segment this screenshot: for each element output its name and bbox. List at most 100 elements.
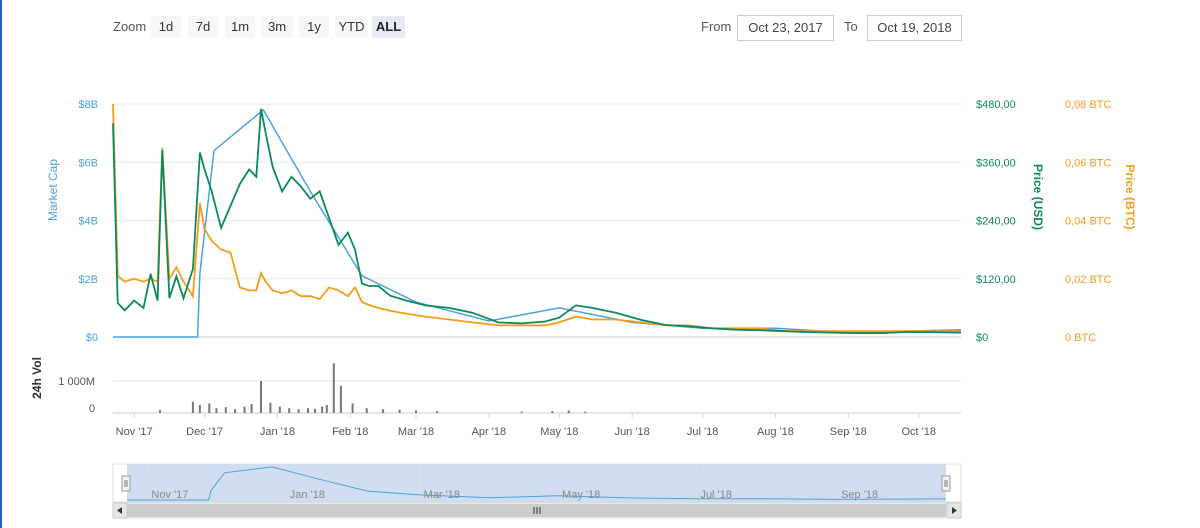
series-line-price-btc (112, 103, 961, 333)
zoom-label: Zoom (113, 19, 147, 34)
volume-bar (415, 410, 417, 413)
volume-bar (288, 408, 291, 413)
market-cap-tick-label: $0 (86, 332, 98, 344)
market-cap-tick-label: $6B (78, 157, 98, 169)
x-tick-label: May '18 (540, 426, 578, 438)
zoom-button-1y[interactable]: 1y (299, 16, 329, 38)
navigator[interactable]: Nov '17 Jan '18 Mar '18 May '18 Jul '18 Sep '… (112, 463, 962, 503)
price-usd-tick-label: $0 (976, 332, 988, 344)
series-line-market-cap (113, 108, 962, 338)
volume-axis-title: 24h Vol (30, 357, 44, 399)
volume-bar (339, 385, 342, 413)
series-line-price-usd (112, 108, 962, 334)
zoom-button-all[interactable]: ALL (372, 16, 405, 38)
price-btc-axis: 0,08 BTC 0,06 BTC 0,04 BTC 0,02 BTC 0 BTC (1065, 99, 1112, 344)
volume-bar (321, 406, 324, 413)
volume-bar (191, 401, 194, 413)
price-usd-axis-title: Price (USD) (1031, 164, 1045, 230)
volume-bar (198, 405, 201, 413)
volume-bars (159, 363, 587, 413)
price-btc-tick-label: 0 BTC (1065, 332, 1096, 344)
volume-bar (332, 363, 335, 413)
volume-tick-label: 1 000M (58, 376, 95, 388)
volume-bar (159, 410, 161, 413)
zoom-button-3m[interactable]: 3m (261, 16, 293, 38)
navigator-series-line (127, 466, 947, 501)
zoom-button-1m[interactable]: 1m (225, 16, 255, 38)
zoom-button-ytd[interactable]: YTD (335, 16, 368, 38)
volume-bar (260, 381, 262, 413)
x-tick-label: Oct '18 (901, 426, 936, 438)
price-usd-tick-label: $360,00 (976, 157, 1016, 169)
x-tick-label: Dec '17 (186, 426, 223, 438)
x-tick-label: Jun '18 (615, 426, 650, 438)
grid-lines (113, 103, 961, 414)
price-btc-tick-label: 0,04 BTC (1065, 216, 1112, 228)
x-tick-label: Sep '18 (830, 426, 867, 438)
volume-bar (208, 403, 211, 413)
to-label: To (844, 19, 858, 34)
from-date-input[interactable]: Oct 23, 2017 (737, 15, 834, 41)
volume-bar (436, 411, 439, 413)
x-tick-label: Aug '18 (757, 426, 794, 438)
volume-bar (224, 407, 227, 413)
volume-bar (307, 408, 309, 413)
navigator-tick-label: Mar '18 (424, 489, 460, 501)
navigator-tick-label: Nov '17 (151, 489, 188, 501)
volume-bar (520, 411, 523, 413)
volume-bar (351, 403, 354, 413)
volume-bar (584, 411, 587, 413)
price-usd-axis: $480,00 $360,00 $240,00 $120,00 $0 (976, 99, 1016, 344)
price-btc-tick-label: 0,02 BTC (1065, 274, 1112, 286)
volume-bar (314, 408, 316, 413)
navigator-selection[interactable] (127, 464, 946, 502)
x-tick-label: Nov '17 (116, 426, 153, 438)
market-cap-axis: $8B $6B $4B $2B $0 (78, 99, 98, 344)
volume-bar (234, 409, 237, 413)
volume-bar (297, 409, 300, 413)
volume-bar (278, 406, 281, 413)
navigator-tick-label: May '18 (562, 489, 600, 501)
volume-bar (365, 408, 368, 413)
volume-axis: 1 000M 0 (58, 376, 95, 415)
x-tick-label: Jan '18 (260, 426, 295, 438)
volume-bar (551, 411, 554, 413)
price-usd-tick-label: $480,00 (976, 99, 1016, 111)
x-tick-label: Mar '18 (398, 426, 434, 438)
volume-bar (398, 409, 401, 413)
navigator-handle-left[interactable] (121, 475, 131, 492)
range-selector: Zoom 1d 7d 1m 3m 1y YTD ALL From Oct 23,… (0, 0, 1200, 60)
price-usd-tick-label: $240,00 (976, 216, 1016, 228)
x-axis: Nov '17 Dec '17 Jan '18 Feb '18 Mar '18 Apr '… (116, 413, 936, 438)
window-edge (0, 0, 2, 528)
market-cap-tick-label: $4B (78, 216, 98, 228)
volume-bar (382, 409, 385, 413)
volume-bar (250, 404, 253, 413)
scrollbar[interactable] (112, 502, 962, 519)
x-tick-label: Jul '18 (687, 426, 718, 438)
price-btc-axis-title: Price (BTC) (1123, 164, 1137, 229)
navigator-handle-right[interactable] (941, 475, 951, 492)
market-cap-axis-title: Market Cap (46, 159, 60, 221)
price-btc-tick-label: 0,08 BTC (1065, 99, 1112, 111)
zoom-button-7d[interactable]: 7d (188, 16, 218, 38)
price-usd-tick-label: $120,00 (976, 274, 1016, 286)
price-btc-tick-label: 0,06 BTC (1065, 157, 1112, 169)
zoom-button-1d[interactable]: 1d (151, 16, 181, 38)
market-cap-tick-label: $8B (78, 99, 98, 111)
volume-bar (325, 405, 328, 413)
navigator-tick-label: Jan '18 (290, 489, 325, 501)
to-date-input[interactable]: Oct 19, 2018 (867, 15, 962, 41)
navigator-tick-label: Sep '18 (841, 489, 878, 501)
market-cap-tick-label: $2B (78, 274, 98, 286)
navigator-ticks: Nov '17 Jan '18 Mar '18 May '18 Jul '18 Sep '… (151, 489, 878, 501)
arrow-right-icon (952, 507, 957, 514)
volume-bar (215, 408, 218, 413)
volume-tick-label: 0 (89, 403, 95, 415)
volume-bar (567, 410, 570, 413)
from-label: From (701, 19, 732, 34)
volume-bar (243, 406, 246, 413)
arrow-left-icon (117, 507, 122, 514)
volume-bar (269, 402, 272, 413)
